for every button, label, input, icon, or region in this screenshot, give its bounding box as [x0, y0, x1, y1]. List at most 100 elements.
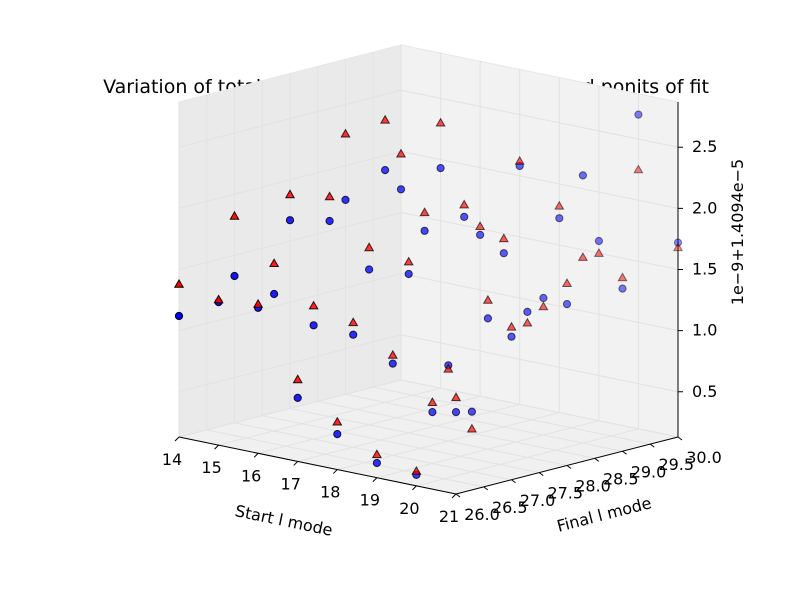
- data-point-circle: [507, 332, 516, 341]
- y-tick-mark: [594, 457, 600, 462]
- data-points: [173, 110, 684, 479]
- data-point-circle: [460, 212, 469, 221]
- data-point-triangle: [253, 298, 264, 308]
- data-point-circle: [309, 321, 318, 330]
- x-axis-label: Start l mode: [233, 501, 334, 540]
- data-point-circle: [333, 430, 342, 439]
- y-tick-mark: [483, 486, 489, 491]
- z-tick-label: 1.0: [692, 321, 717, 340]
- x-tick-label: 18: [320, 483, 340, 502]
- grid-line-y: [372, 52, 651, 445]
- x-tick-label: 21: [439, 507, 459, 526]
- data-point-triangle: [482, 294, 493, 304]
- data-point-circle: [578, 171, 588, 180]
- data-point-triangle: [419, 207, 430, 217]
- data-point-triangle: [332, 416, 343, 426]
- y-tick-label: 30.0: [686, 448, 722, 467]
- data-point-triangle: [672, 242, 684, 252]
- data-point-triangle: [577, 252, 588, 261]
- data-point-triangle: [173, 278, 185, 288]
- y-tick-label: 26.0: [464, 505, 500, 524]
- data-point-circle: [476, 230, 485, 239]
- data-point-circle: [634, 110, 643, 119]
- data-point-circle: [285, 216, 295, 225]
- data-point-triangle: [554, 200, 565, 210]
- data-point-triangle: [269, 258, 280, 267]
- data-point-triangle: [348, 317, 359, 327]
- grid-line-y: [317, 66, 595, 459]
- data-point-circle: [325, 216, 334, 226]
- x-tick-label: 15: [201, 458, 221, 477]
- z-tick-label: 1.5: [692, 260, 717, 279]
- data-point-triangle: [538, 301, 549, 311]
- data-point-circle: [349, 330, 358, 339]
- x-tick-mark: [293, 461, 299, 466]
- x-tick-label: 20: [399, 499, 419, 518]
- data-point-triangle: [475, 221, 486, 230]
- data-point-triangle: [506, 321, 517, 331]
- data-point-triangle: [435, 117, 446, 127]
- grid-line-y: [289, 73, 568, 466]
- grid-line-y: [345, 59, 623, 452]
- x-tick-mark: [174, 436, 180, 442]
- data-point-circle: [618, 284, 627, 293]
- x-tick-mark: [253, 452, 259, 458]
- x-tick-label: 16: [241, 466, 261, 485]
- data-point-circle: [230, 271, 239, 281]
- y-tick-mark: [566, 465, 572, 469]
- data-point-triangle: [450, 392, 462, 402]
- y-tick-label: 29.0: [631, 462, 667, 481]
- tick-labels: 14 15 16 17 18 19 20 21 26.026.527.027.528.028.5…: [162, 137, 722, 526]
- data-point-triangle: [229, 210, 240, 220]
- data-point-triangle: [593, 247, 604, 257]
- grid-line-y: [234, 87, 512, 481]
- data-point-triangle: [284, 189, 296, 199]
- data-point-circle: [562, 300, 572, 309]
- data-point-circle: [436, 164, 445, 173]
- x-tick-mark: [332, 469, 338, 474]
- data-point-circle: [174, 311, 184, 321]
- y-tick-mark: [455, 493, 461, 498]
- y-tick-mark: [511, 479, 516, 484]
- y-tick-label: 29.5: [658, 455, 694, 474]
- data-point-circle: [451, 408, 461, 417]
- data-point-triangle: [403, 256, 414, 266]
- y-tick-label: 27.5: [547, 484, 583, 503]
- data-point-triangle: [371, 449, 382, 459]
- z-tick-label: 0.5: [692, 382, 717, 401]
- y-tick-label: 28.0: [575, 477, 611, 496]
- data-point-triangle: [340, 128, 351, 138]
- data-point-circle: [270, 289, 279, 299]
- data-point-triangle: [498, 233, 509, 243]
- data-point-triangle: [411, 465, 422, 475]
- data-point-circle: [365, 265, 374, 274]
- x-tick-mark: [214, 444, 219, 450]
- y-tick-label: 28.5: [603, 469, 639, 488]
- y-tick-label: 27.0: [520, 491, 556, 510]
- y-tick-mark: [538, 472, 544, 477]
- data-point-triangle: [213, 294, 224, 304]
- y-tick-mark: [649, 443, 655, 448]
- data-point-circle: [594, 236, 604, 246]
- y-tick-mark: [622, 450, 627, 455]
- grid-line-z: [178, 211, 679, 270]
- x-tick-label: 17: [281, 474, 301, 493]
- grid-line-y: [261, 80, 540, 474]
- data-point-triangle: [395, 148, 407, 158]
- grid-line-y: [206, 94, 484, 488]
- x-axis-line: [178, 436, 457, 495]
- data-point-triangle: [561, 278, 573, 287]
- y-tick-mark: [677, 436, 683, 441]
- x-tick-mark: [372, 477, 378, 483]
- data-point-triangle: [617, 272, 628, 282]
- data-point-triangle: [380, 114, 391, 124]
- x-tick-mark: [412, 485, 417, 491]
- x-tick-label: 14: [162, 450, 182, 469]
- data-point-circle: [523, 307, 532, 316]
- data-point-triangle: [459, 199, 470, 209]
- z-tick-label: 2.0: [692, 198, 717, 217]
- data-point-triangle: [633, 164, 644, 174]
- data-point-triangle: [324, 191, 335, 201]
- data-point-triangle: [466, 423, 477, 433]
- data-point-triangle: [522, 317, 533, 327]
